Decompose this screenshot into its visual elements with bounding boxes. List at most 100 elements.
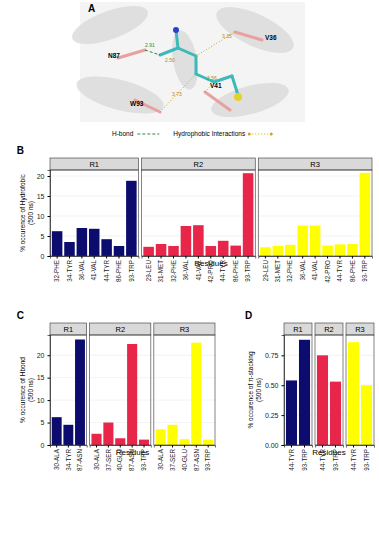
tick-label: 15	[37, 374, 45, 381]
panel-frame	[346, 335, 374, 445]
facet-label: R3	[355, 325, 365, 334]
x-axis: 30-ALA34-TYR87-ASN	[51, 445, 88, 471]
axis-line	[51, 446, 88, 448]
bars	[260, 173, 370, 256]
bars	[156, 343, 214, 445]
tick: 41-VAL	[90, 256, 97, 281]
axis-line	[51, 257, 139, 259]
tick: 31-MET	[157, 256, 164, 282]
ligand-bond	[178, 48, 196, 56]
tick-mark	[196, 445, 197, 448]
tick: 20	[37, 173, 50, 180]
tick-label: 30-ALA	[157, 448, 164, 470]
protein-cartoon	[210, 0, 300, 62]
bar	[299, 340, 310, 445]
residue-bond	[118, 50, 145, 58]
tick-label: 20	[37, 173, 45, 180]
tick: 44-TYR	[288, 445, 295, 471]
tick-label: 34-TYR	[66, 260, 73, 282]
tick-label: 5	[41, 233, 45, 240]
residue-label: V41	[210, 82, 222, 89]
tick-mark	[302, 256, 303, 259]
bar	[179, 439, 189, 445]
grid-line	[258, 176, 372, 177]
tick-label: 30-ALA	[53, 448, 60, 470]
tick-mark	[118, 256, 119, 259]
bars	[143, 173, 253, 256]
tick-label: 32-PHE	[286, 260, 293, 282]
tick-label: 0.50	[265, 382, 279, 389]
x-axis: 44-TYR 93-TRP	[285, 445, 313, 471]
tick-label: 34-TYR	[65, 449, 72, 471]
legend-line	[137, 134, 159, 135]
tick-label: 0.00	[265, 442, 279, 449]
tick: 32-PHE	[286, 256, 293, 282]
y-axis: 05101520	[37, 171, 51, 260]
tick-mark	[282, 355, 285, 356]
bar	[348, 342, 359, 445]
tick: 34-TYR	[66, 256, 73, 282]
tick: 42-PRO	[324, 256, 331, 283]
grid-line	[141, 196, 255, 197]
tick-label: 41-VAL	[90, 260, 97, 281]
tick: 34-TYR	[65, 445, 72, 471]
tick-label: 86-PHE	[115, 260, 122, 282]
tick: 44-TYR	[350, 445, 357, 471]
tick: 10	[37, 213, 50, 220]
panel-frame	[284, 335, 312, 445]
distance-label: 3.73	[172, 91, 182, 97]
protein-cartoon	[73, 69, 168, 121]
panel-label: B	[17, 145, 24, 156]
tick: 0	[41, 253, 50, 260]
tick: 0	[41, 442, 50, 449]
tick-mark	[108, 445, 109, 448]
bar	[361, 385, 372, 445]
protein-cartoon	[68, 0, 153, 52]
tick: 44-TYR	[336, 256, 343, 282]
tick-mark	[48, 400, 51, 401]
tick-mark	[131, 256, 132, 259]
tick: 93-TRP	[128, 256, 135, 282]
bar	[243, 173, 254, 256]
tick-label: 29-LEU	[262, 260, 269, 282]
panel-frame	[258, 170, 372, 256]
tick-label: 20	[37, 352, 45, 359]
tick: 0.50	[265, 382, 284, 389]
y-axis: 05101520	[37, 336, 51, 449]
bar	[206, 246, 217, 256]
x-axis: 29-LEU31-MET32-PHE36-VAL41-VAL42-PRO44-T…	[259, 256, 373, 283]
bar	[347, 244, 358, 256]
facet-label: R2	[115, 325, 125, 334]
tick: 30-ALA	[53, 445, 60, 470]
tick: 86-PHE	[115, 256, 122, 282]
tick-mark	[48, 196, 51, 197]
facet-strip	[141, 158, 255, 170]
bar	[139, 440, 149, 445]
bar	[52, 231, 63, 256]
tick-label: 93-TRP	[301, 449, 308, 471]
bar	[64, 242, 75, 256]
tick-mark	[57, 256, 58, 259]
tick-label: 36-VAL	[299, 260, 306, 281]
tick: 87-ASN	[193, 445, 200, 471]
tick: 93-TRP	[361, 256, 368, 282]
grid-line	[141, 216, 255, 217]
legend-label: Hydrophobic Interactions	[173, 130, 246, 138]
tick-label: 87-ASN	[193, 449, 200, 472]
tick-label: 44-TYR	[103, 260, 110, 282]
tick-mark	[235, 256, 236, 259]
tick: 36-VAL	[78, 256, 85, 281]
bar	[260, 247, 271, 256]
bar	[168, 246, 179, 256]
tick-mark	[282, 385, 285, 386]
bars	[317, 355, 341, 445]
tick-label: 42-PRO	[324, 260, 331, 283]
facet-strip	[90, 323, 151, 335]
grid-line	[154, 355, 215, 356]
facet-label: R1	[293, 325, 303, 334]
distance-label: 3.56	[207, 75, 217, 81]
x-axis-title: Residues	[194, 259, 227, 268]
facet-strip	[284, 323, 312, 335]
bar	[191, 343, 201, 445]
facet-label: R2	[324, 325, 334, 334]
